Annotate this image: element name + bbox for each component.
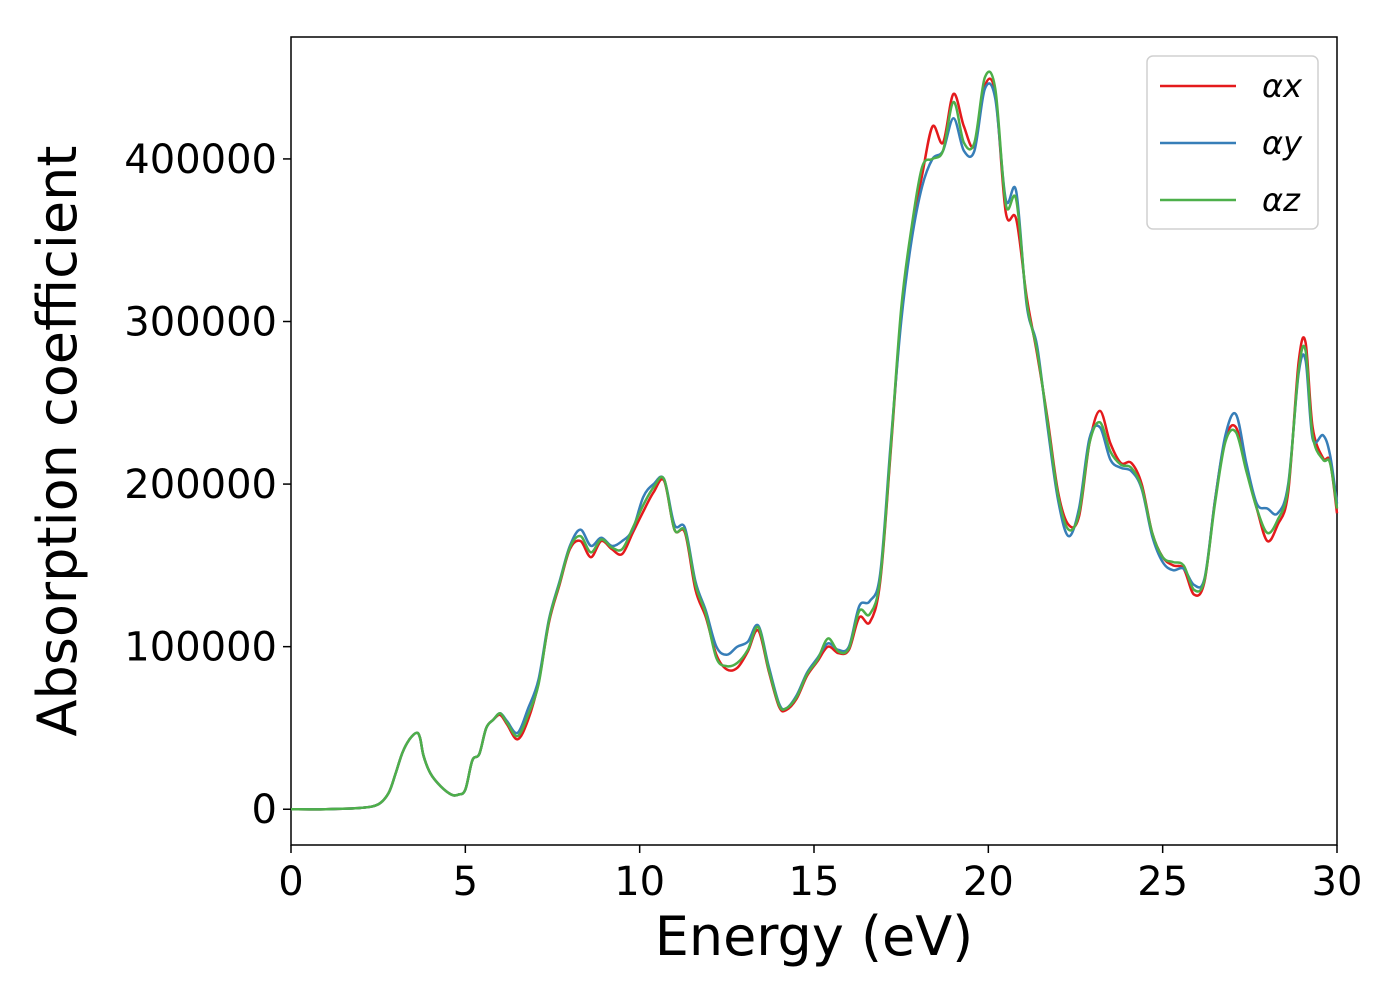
x-axis-title: Energy (eV): [655, 905, 974, 968]
legend-label: αz: [1262, 181, 1301, 219]
legend: αx αy αz: [1146, 55, 1319, 230]
x-tick-label: 15: [789, 859, 840, 905]
y-tick-label: 100000: [124, 625, 277, 671]
legend-label: αx: [1262, 67, 1303, 105]
legend-items: αx αy αz: [1160, 67, 1303, 219]
series-lines: [290, 70, 1339, 811]
series-line-3: [290, 70, 1339, 811]
y-axis-ticks: 0 100000 200000 300000 400000: [124, 137, 291, 833]
x-tick-label: 25: [1137, 859, 1188, 905]
x-tick-label: 20: [963, 859, 1014, 905]
y-tick-label: 0: [252, 787, 277, 833]
y-axis-title: Absorption coefficient: [26, 146, 89, 737]
x-tick-label: 0: [278, 859, 303, 905]
x-axis-ticks: 0 5 10 15 20 25 30: [278, 845, 1362, 905]
y-tick-label: 200000: [124, 462, 277, 508]
x-tick-label: 5: [453, 859, 478, 905]
x-tick-label: 10: [614, 859, 665, 905]
legend-label: αy: [1262, 124, 1303, 162]
x-tick-label: 30: [1312, 859, 1363, 905]
y-tick-label: 300000: [124, 300, 277, 346]
y-tick-label: 400000: [124, 137, 277, 183]
